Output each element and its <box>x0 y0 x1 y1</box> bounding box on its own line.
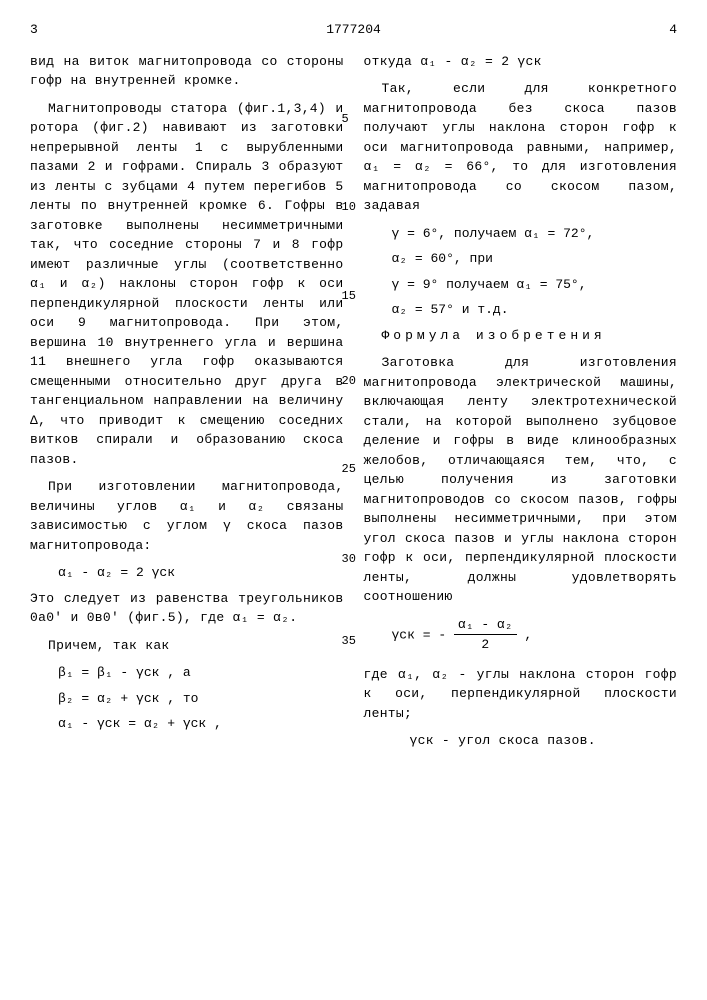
left-p2: Магнитопроводы статора (фиг.1,3,4) и рот… <box>30 99 344 470</box>
right-column: 5 10 15 20 25 30 35 откуда α₁ - α₂ = 2 γ… <box>364 52 678 759</box>
line-mark: 5 <box>342 110 349 128</box>
doc-number: 1777204 <box>326 20 381 40</box>
line-mark: 20 <box>342 372 356 390</box>
claim-formula-tail: , <box>524 627 532 642</box>
left-formula-2: β₁ = β₁ - γск , а <box>58 663 344 683</box>
where-def2: угол скоса пазов. <box>458 733 596 748</box>
right-p1: откуда α₁ - α₂ = 2 γск <box>364 52 678 72</box>
where-block: где α₁, α₂ - углы наклона сторон гофр к … <box>364 665 678 724</box>
where-label: где α₁, α₂ - <box>364 667 477 682</box>
claim-formula-fraction: α₁ - α₂ 2 <box>454 615 517 655</box>
claim-formula: γск = - α₁ - α₂ 2 , <box>392 615 678 655</box>
claim-formula-num: α₁ - α₂ <box>454 615 517 636</box>
claims-title: Формула изобретения <box>364 326 678 346</box>
left-p4: Это следует из равенства треугольников 0… <box>30 589 344 628</box>
right-f1b: α₂ = 60°, при <box>392 249 678 269</box>
right-f1c: γ = 9° получаем α₁ = 75°, <box>392 275 678 295</box>
claim-formula-minus: - <box>438 627 454 642</box>
claim-formula-lhs: γск = <box>392 627 439 642</box>
claim-1-text: Заготовка для изготовления магнитопровод… <box>364 355 678 604</box>
line-mark: 30 <box>342 550 356 568</box>
line-mark: 25 <box>342 460 356 478</box>
left-formula-3: β₂ = α₂ + γск , то <box>58 689 344 709</box>
two-column-layout: вид на виток магнитопровода со стороны г… <box>30 52 677 759</box>
left-p5: Причем, так как <box>30 636 344 656</box>
line-mark: 15 <box>342 287 356 305</box>
left-p1: вид на виток магнитопровода со стороны г… <box>30 52 344 91</box>
page-left: 3 <box>30 20 38 40</box>
left-formula-4: α₁ - γск = α₂ + γск , <box>58 714 344 734</box>
line-mark: 10 <box>342 198 356 216</box>
left-p3: При изготовлении магнитопровода, величин… <box>30 477 344 555</box>
claims-title-text: Формула изобретения <box>382 328 606 343</box>
left-formula-1: α₁ - α₂ = 2 γск <box>58 563 344 583</box>
page-right: 4 <box>669 20 677 40</box>
where-block2: γск - угол скоса пазов. <box>448 731 678 751</box>
right-p2: Так, если для конкретного магнитопровода… <box>364 79 678 216</box>
line-mark: 35 <box>342 632 356 650</box>
claim-formula-den: 2 <box>454 635 517 655</box>
page-header: 3 1777204 4 <box>30 20 677 40</box>
where-label2: γск - <box>410 733 459 748</box>
right-f1d: α₂ = 57° и т.д. <box>392 300 678 320</box>
right-f1a: γ = 6°, получаем α₁ = 72°, <box>392 224 678 244</box>
left-column: вид на виток магнитопровода со стороны г… <box>30 52 344 759</box>
claim-1: Заготовка для изготовления магнитопровод… <box>364 353 678 607</box>
